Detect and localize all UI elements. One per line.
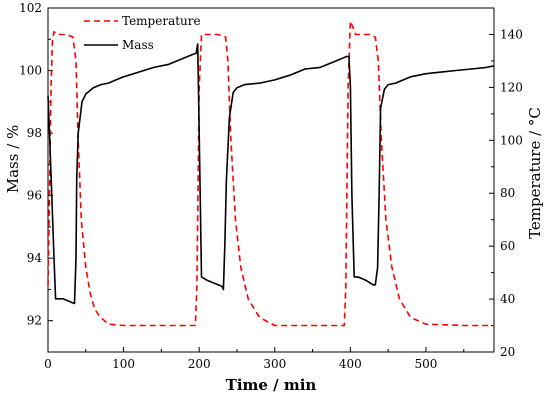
x-axis-title: Time / min [226, 376, 317, 394]
left-y-tick-label: 92 [27, 314, 42, 328]
legend-label-mass: Mass [122, 38, 154, 52]
plot-frame [47, 7, 495, 353]
right-y-axis-ticks: 20 40 60 80 100 120 140 [489, 27, 523, 359]
right-y-tick-label: 120 [500, 80, 523, 94]
left-y-tick-label: 96 [27, 189, 42, 203]
right-y-tick-label: 140 [500, 27, 523, 41]
left-y-tick-label: 102 [19, 1, 42, 15]
legend: Temperature Mass [84, 14, 201, 52]
x-tick-label: 200 [188, 357, 211, 371]
right-y-tick-label: 20 [500, 345, 515, 359]
right-y-tick-label: 60 [500, 239, 515, 253]
right-y-axis-title: Temperature / °C [526, 107, 544, 239]
legend-label-temperature: Temperature [122, 14, 201, 28]
x-axis-ticks: 0 100 200 300 400 500 [44, 347, 465, 371]
x-tick-label: 400 [339, 357, 362, 371]
left-y-tick-label: 94 [27, 251, 43, 265]
right-y-tick-label: 40 [500, 292, 515, 306]
x-tick-label: 100 [112, 357, 135, 371]
left-y-tick-label: 98 [27, 126, 42, 140]
x-tick-label: 0 [44, 357, 52, 371]
left-y-axis-ticks: 92 94 96 98 100 102 [19, 1, 53, 328]
plot-border [47, 7, 495, 353]
x-tick-label: 500 [415, 357, 438, 371]
right-y-tick-label: 100 [500, 133, 523, 147]
series-line-mass [47, 43, 495, 305]
right-y-tick-label: 80 [500, 186, 515, 200]
series-line-temperature [47, 20, 494, 327]
x-tick-label: 300 [263, 357, 286, 371]
series-layer [47, 20, 495, 327]
left-y-tick-label: 100 [19, 64, 42, 78]
left-y-axis-title: Mass / % [4, 125, 22, 194]
